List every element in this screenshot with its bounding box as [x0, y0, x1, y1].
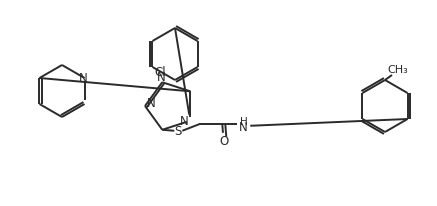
Text: N: N [239, 121, 248, 134]
Text: CH₃: CH₃ [388, 65, 408, 75]
Text: O: O [220, 135, 229, 148]
Text: H: H [240, 117, 248, 127]
Text: N: N [147, 96, 156, 110]
Text: Cl: Cl [155, 66, 166, 78]
Text: S: S [175, 125, 182, 138]
Text: N: N [157, 71, 166, 84]
Text: N: N [180, 115, 189, 128]
Text: N: N [79, 71, 88, 84]
